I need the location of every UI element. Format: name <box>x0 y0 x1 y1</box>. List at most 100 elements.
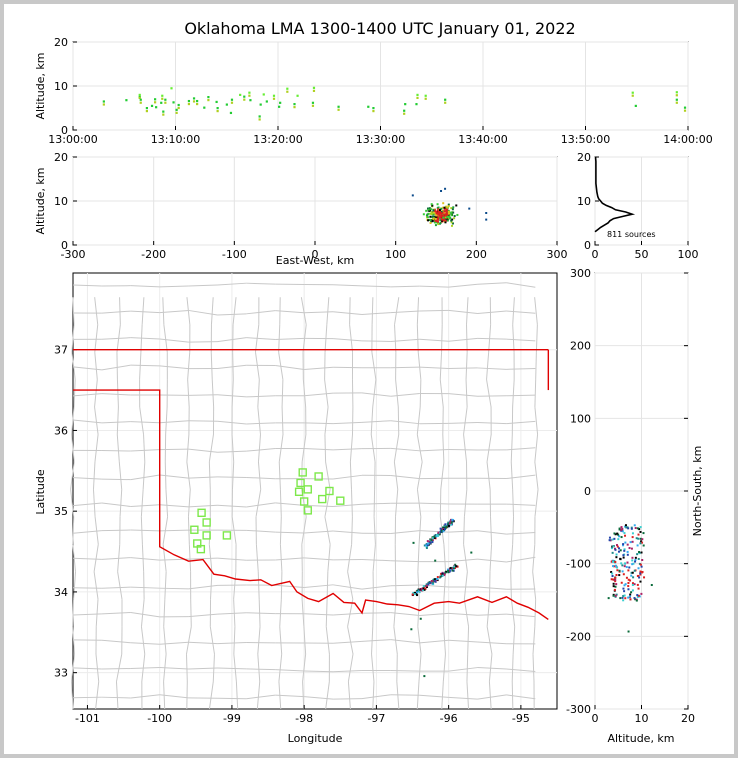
county-line <box>217 504 247 508</box>
county-line <box>510 461 514 490</box>
plan-view-source-point <box>453 567 456 570</box>
ns-tick-label: -300 <box>566 703 591 716</box>
ns-source-point <box>629 541 632 544</box>
ns-source-point <box>616 532 619 535</box>
ns-source-point <box>621 530 624 533</box>
ns-source-point <box>627 585 630 588</box>
county-line <box>532 544 536 572</box>
ns-source-point <box>637 567 640 570</box>
plan-view-source-point <box>470 551 473 554</box>
plan-view-source-point <box>426 585 429 588</box>
ns-source-point <box>612 545 615 548</box>
county-line <box>217 337 247 343</box>
ew-source-point <box>425 214 428 217</box>
county-line <box>188 557 218 560</box>
ns-source-point <box>617 533 620 536</box>
ew-source-point <box>430 203 433 206</box>
plan-view-source-point <box>440 528 443 531</box>
county-line <box>324 434 327 462</box>
ew-source-point <box>428 218 431 221</box>
county-line <box>208 434 214 463</box>
time-height-source-point <box>177 106 180 110</box>
ew-source-point <box>429 221 432 224</box>
county-line <box>130 667 160 670</box>
time-height-source-point <box>155 106 158 109</box>
lma-figure: Oklahoma LMA 1300-1400 UTC January 01, 2… <box>34 19 713 745</box>
plan-view-source-point <box>435 534 438 537</box>
county-line <box>70 681 74 710</box>
plan-view-source-point <box>427 583 430 586</box>
ew-source-point <box>436 203 439 206</box>
ns-source-point <box>614 548 617 551</box>
plan-view-source-point <box>448 522 451 525</box>
ew-source-point <box>443 211 446 214</box>
ns-source-point <box>625 526 628 529</box>
county-line <box>361 585 391 590</box>
county-line <box>390 694 420 696</box>
county-line <box>210 352 213 380</box>
ew-source-point <box>452 206 455 209</box>
plan-view-source-point <box>451 519 454 522</box>
ns-source-point <box>636 553 639 556</box>
county-line <box>463 489 468 517</box>
county-line <box>188 309 218 316</box>
county-line <box>490 516 493 545</box>
county-line <box>477 310 507 315</box>
county-line <box>506 368 536 370</box>
county-line <box>142 461 146 490</box>
plan-view-source-point <box>422 587 425 590</box>
county-line <box>534 489 539 517</box>
county-line <box>534 461 539 490</box>
ew-source-point <box>450 211 453 214</box>
county-line <box>159 285 189 288</box>
county-line <box>94 324 99 353</box>
county-line <box>441 681 444 710</box>
county-line <box>477 558 507 563</box>
ns-source-point <box>607 597 610 600</box>
county-line <box>304 447 334 451</box>
ew-source-point <box>432 209 435 212</box>
county-line <box>115 681 119 710</box>
ns-source-point <box>611 545 614 548</box>
plan-view-source-point <box>410 628 413 631</box>
county-line <box>512 297 515 325</box>
time-height-source-point <box>675 91 678 94</box>
county-line <box>281 407 284 435</box>
plan-view-source-point <box>425 547 428 550</box>
county-line <box>510 544 514 572</box>
time-height-source-point <box>215 100 218 104</box>
longitude-tick-label: -96 <box>440 712 458 725</box>
county-line <box>72 626 76 655</box>
ns-source-point <box>632 562 635 565</box>
ew-source-point <box>436 215 439 218</box>
plan-view-source-point <box>453 565 456 568</box>
county-line <box>159 694 189 699</box>
plan-view-source-point <box>437 534 440 537</box>
ns-source-point <box>631 571 634 574</box>
time-height-source-point <box>634 104 637 107</box>
ns-source-point <box>616 569 619 572</box>
ew-source-point <box>435 220 438 223</box>
county-line <box>510 434 513 462</box>
county-line <box>159 338 189 343</box>
ew-source-point <box>447 205 450 208</box>
county-line <box>302 681 305 710</box>
county-line <box>94 516 99 545</box>
ew-source-point <box>437 208 440 211</box>
east-west-ticks: -300 -200 -100 0 100 200 300 0 10 20 <box>54 151 568 261</box>
ew-source-point <box>435 216 438 219</box>
county-line <box>394 297 400 325</box>
county-line <box>448 639 478 643</box>
time-height-source-point <box>444 98 447 101</box>
ew-source-point <box>433 211 436 214</box>
ns-source-point <box>612 582 615 585</box>
ew-source-point <box>444 221 447 224</box>
plan-view-source-point <box>450 523 453 526</box>
county-line <box>466 297 469 325</box>
county-line <box>217 667 247 670</box>
county-line <box>390 310 420 314</box>
county-line <box>190 599 192 627</box>
plan-view-source-point <box>423 588 426 591</box>
county-line <box>448 393 478 397</box>
county-line <box>117 571 123 600</box>
